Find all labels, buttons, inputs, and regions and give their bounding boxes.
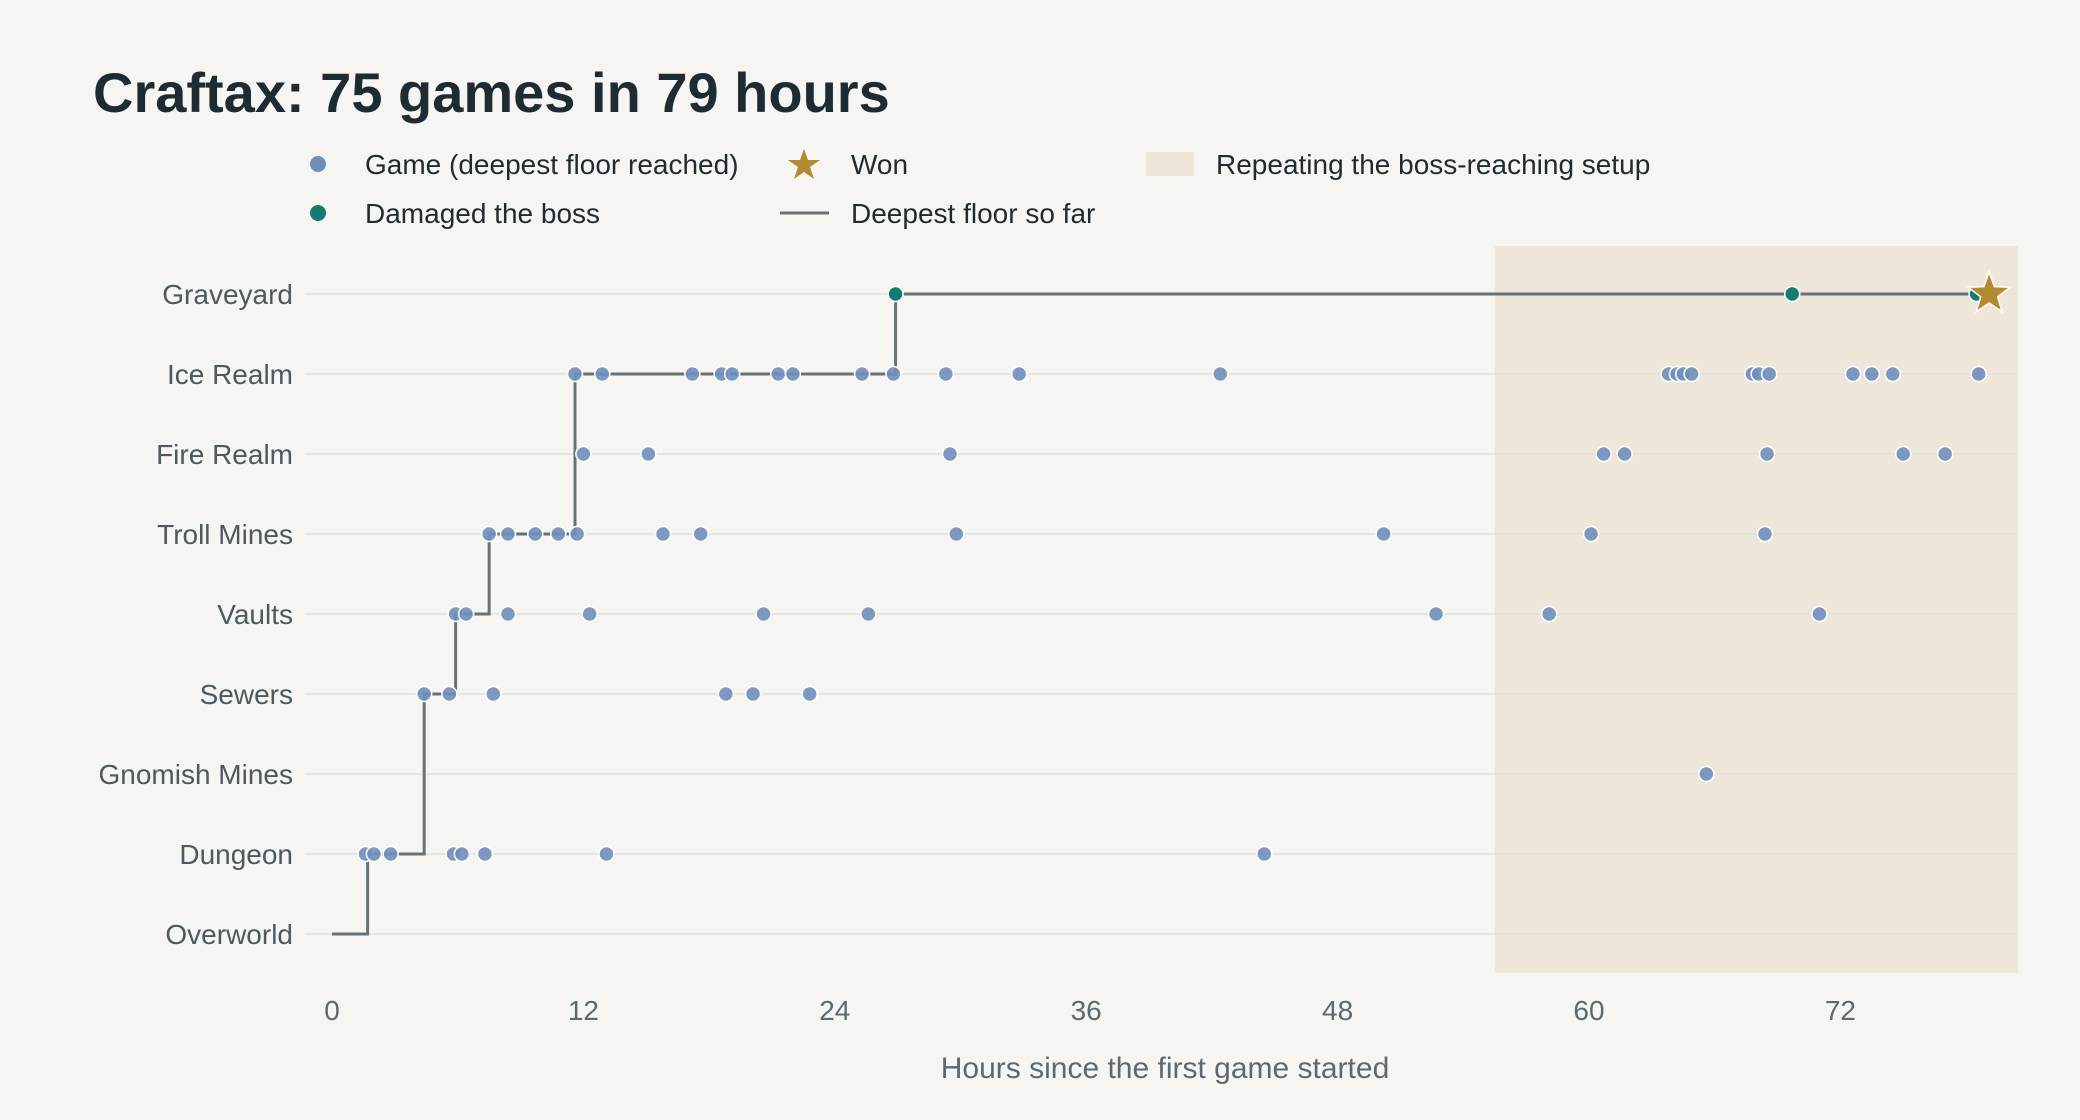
game-point bbox=[566, 365, 584, 383]
game-point bbox=[723, 365, 741, 383]
game-point bbox=[1010, 365, 1028, 383]
legend-game-label: Game (deepest floor reached) bbox=[365, 149, 739, 180]
game-point bbox=[1760, 365, 1778, 383]
game-point bbox=[499, 605, 517, 623]
game-point bbox=[480, 525, 498, 543]
legend-boss-label: Damaged the boss bbox=[365, 198, 600, 229]
boss-damaged-point bbox=[887, 285, 904, 303]
legend-won-label: Won bbox=[851, 149, 908, 180]
game-point bbox=[1212, 365, 1229, 383]
game-point bbox=[717, 685, 735, 703]
game-point bbox=[1698, 765, 1715, 783]
game-point bbox=[1427, 605, 1445, 623]
game-point bbox=[654, 525, 672, 543]
legend-step-label: Deepest floor so far bbox=[851, 198, 1095, 229]
game-point bbox=[1758, 445, 1776, 463]
game-point bbox=[885, 365, 902, 383]
game-point bbox=[581, 605, 598, 623]
shaded-region bbox=[1494, 246, 2018, 973]
game-point bbox=[1844, 365, 1862, 383]
won-star-point bbox=[1966, 269, 2013, 314]
y-tick-label: Fire Realm bbox=[156, 439, 293, 470]
game-point bbox=[1375, 525, 1392, 543]
y-tick-label: Troll Mines bbox=[157, 519, 293, 550]
game-point bbox=[485, 685, 502, 703]
legend-repeating-swatch bbox=[1146, 152, 1194, 176]
game-point bbox=[692, 525, 709, 543]
game-point bbox=[441, 685, 458, 703]
y-tick-label: Graveyard bbox=[162, 279, 293, 310]
game-point bbox=[941, 445, 959, 463]
game-point bbox=[1616, 445, 1633, 463]
game-point bbox=[1256, 845, 1273, 863]
game-point bbox=[948, 525, 965, 543]
game-point bbox=[499, 525, 517, 543]
game-point bbox=[1936, 445, 1954, 463]
chart-title: Craftax: 75 games in 79 hours bbox=[93, 61, 890, 124]
game-point bbox=[575, 445, 592, 463]
game-point bbox=[1756, 525, 1774, 543]
game-point bbox=[568, 525, 586, 543]
y-tick-label: Gnomish Mines bbox=[98, 759, 293, 790]
y-tick-label: Vaults bbox=[217, 599, 293, 630]
x-tick-label: 12 bbox=[568, 995, 599, 1026]
game-point bbox=[550, 525, 567, 543]
game-point bbox=[1595, 445, 1612, 463]
y-tick-label: Dungeon bbox=[179, 839, 293, 870]
game-point bbox=[684, 365, 701, 383]
game-point bbox=[769, 365, 787, 383]
game-point bbox=[457, 605, 475, 623]
x-axis-label: Hours since the first game started bbox=[941, 1052, 1390, 1085]
x-tick-label: 72 bbox=[1825, 995, 1856, 1026]
game-point bbox=[1683, 365, 1700, 383]
game-point bbox=[801, 685, 818, 703]
game-point bbox=[476, 845, 494, 863]
x-tick-label: 24 bbox=[819, 995, 850, 1026]
game-point bbox=[365, 845, 383, 863]
game-point bbox=[1863, 365, 1881, 383]
game-point bbox=[1540, 605, 1558, 623]
y-tick-label: Ice Realm bbox=[167, 359, 293, 390]
game-point bbox=[453, 845, 471, 863]
game-point bbox=[1884, 365, 1902, 383]
game-point bbox=[1895, 445, 1912, 463]
game-point bbox=[1582, 525, 1600, 543]
y-tick-label: Sewers bbox=[200, 679, 293, 710]
legend-won-star-icon bbox=[788, 149, 820, 179]
x-tick-label: 60 bbox=[1573, 995, 1604, 1026]
x-tick-label: 48 bbox=[1322, 995, 1353, 1026]
game-point bbox=[860, 605, 877, 623]
legend-game-marker bbox=[310, 156, 326, 172]
game-point bbox=[594, 365, 611, 383]
x-tick-label: 36 bbox=[1071, 995, 1102, 1026]
x-tick-label: 0 bbox=[324, 995, 340, 1026]
game-point bbox=[853, 365, 871, 383]
legend-boss-marker bbox=[310, 205, 326, 221]
game-point bbox=[415, 685, 433, 703]
game-point bbox=[526, 525, 544, 543]
game-point bbox=[784, 365, 802, 383]
y-tick-label: Overworld bbox=[165, 919, 293, 950]
game-point bbox=[755, 605, 772, 623]
boss-damaged-point bbox=[1783, 285, 1801, 303]
game-point bbox=[1970, 365, 1987, 383]
game-point bbox=[382, 845, 399, 863]
game-point bbox=[640, 445, 657, 463]
game-point bbox=[598, 845, 615, 863]
legend-repeating-label: Repeating the boss-reaching setup bbox=[1216, 149, 1650, 180]
game-point bbox=[937, 365, 955, 383]
legend: Game (deepest floor reached) Won Repeati… bbox=[310, 149, 1650, 229]
game-point bbox=[1811, 605, 1828, 623]
game-point bbox=[744, 685, 762, 703]
